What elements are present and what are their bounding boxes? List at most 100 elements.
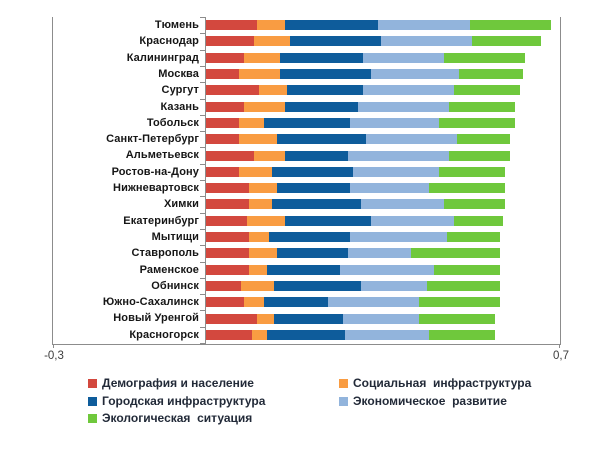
bar-segment — [264, 118, 351, 128]
bar-segment — [426, 281, 501, 291]
category-axis-tick — [200, 147, 205, 148]
legend-label: Социальная инфраструктура — [353, 376, 532, 390]
bar-segment — [206, 134, 239, 144]
bar-segment — [350, 232, 447, 242]
x-axis-tick — [53, 344, 54, 348]
bar-segment — [345, 330, 430, 340]
bar-row — [206, 102, 516, 112]
bar-segment — [256, 314, 275, 324]
category-axis-tick — [200, 82, 205, 83]
bar-segment — [271, 199, 361, 209]
legend-item: Экологическая ситуация — [88, 412, 252, 425]
category-axis-tick — [200, 164, 205, 165]
bar-segment — [206, 297, 245, 307]
bar-segment — [279, 53, 364, 63]
category-label: Краснодар — [139, 35, 199, 48]
bar-segment — [206, 36, 255, 46]
bar-segment — [246, 216, 285, 226]
bar-segment — [444, 199, 506, 209]
bar-segment — [271, 167, 354, 177]
bar-segment — [264, 297, 328, 307]
plot-area: Тюмень Краснодар Калининград Москва Сургут Ка… — [52, 17, 561, 348]
category-axis-tick — [200, 327, 205, 328]
x-axis-tick — [559, 344, 560, 348]
bar-segment — [244, 297, 265, 307]
bar-segment — [350, 118, 440, 128]
bar-segment — [274, 314, 343, 324]
bar-segment — [418, 314, 495, 324]
bar-segment — [454, 85, 521, 95]
legend-item: Городская инфраструктура — [88, 395, 265, 408]
category-label: Екатеринбург — [123, 214, 199, 227]
category-label: Калининград — [126, 51, 199, 64]
bar-segment — [206, 53, 245, 63]
category-label: Южно-Сахалинск — [102, 296, 199, 309]
bar-segment — [370, 216, 455, 226]
category-label: Сургут — [161, 84, 199, 97]
bar-segment — [289, 36, 381, 46]
bar-segment — [279, 69, 371, 79]
bar-segment — [206, 314, 257, 324]
bar-segment — [206, 151, 255, 161]
legend-label: Городская инфраструктура — [102, 394, 266, 408]
bar-segment — [276, 183, 351, 193]
bar-segment — [363, 85, 455, 95]
bar-row — [206, 216, 503, 226]
bar-segment — [206, 232, 250, 242]
bar-row — [206, 265, 501, 275]
bar-segment — [378, 20, 470, 30]
bar-row — [206, 297, 501, 307]
bar-segment — [206, 183, 250, 193]
bar-segment — [276, 134, 366, 144]
bar-segment — [449, 102, 516, 112]
bar-segment — [244, 53, 280, 63]
category-label: Тюмень — [154, 19, 199, 31]
bar-row — [206, 314, 495, 324]
bar-segment — [459, 69, 523, 79]
bar-segment — [429, 183, 506, 193]
bar-segment — [365, 134, 457, 144]
category-axis-tick — [200, 245, 205, 246]
category-axis-tick — [200, 33, 205, 34]
bar-row — [206, 232, 501, 242]
bar-segment — [259, 85, 288, 95]
x-axis-label-max: 0,7 — [553, 350, 569, 362]
bar-segment — [444, 53, 526, 63]
bar-segment — [429, 330, 495, 340]
bar-segment — [327, 297, 419, 307]
bar-segment — [347, 151, 450, 161]
bar-segment — [249, 248, 277, 258]
legend-swatch-icon — [88, 397, 97, 406]
bar-segment — [254, 151, 285, 161]
x-axis-label-min: -0,3 — [44, 350, 64, 362]
bar-segment — [244, 102, 285, 112]
legend-label: Экологическая ситуация — [102, 411, 253, 425]
bar-segment — [249, 199, 272, 209]
legend-swatch-icon — [339, 397, 348, 406]
category-axis-tick — [200, 180, 205, 181]
bar-segment — [284, 151, 348, 161]
bar-row — [206, 20, 551, 30]
bar-segment — [340, 265, 435, 275]
bar-segment — [206, 248, 250, 258]
category-axis-tick — [200, 262, 205, 263]
category-axis-tick — [200, 213, 205, 214]
bar-segment — [342, 314, 419, 324]
bar-segment — [266, 330, 346, 340]
bar-segment — [284, 20, 379, 30]
category-label: Тобольск — [146, 116, 199, 129]
bar-segment — [446, 232, 501, 242]
bar-segment — [251, 330, 267, 340]
category-axis-tick — [200, 66, 205, 67]
category-label: Москва — [158, 67, 199, 80]
bar-segment — [434, 265, 501, 275]
bar-segment — [254, 36, 290, 46]
bar-segment — [206, 102, 245, 112]
bar-row — [206, 183, 506, 193]
legend-label: Экономическое развитие — [353, 394, 507, 408]
category-axis-tick — [200, 99, 205, 100]
bar-segment — [472, 36, 541, 46]
bar-segment — [206, 85, 260, 95]
bar-segment — [206, 199, 250, 209]
bar-segment — [206, 216, 247, 226]
